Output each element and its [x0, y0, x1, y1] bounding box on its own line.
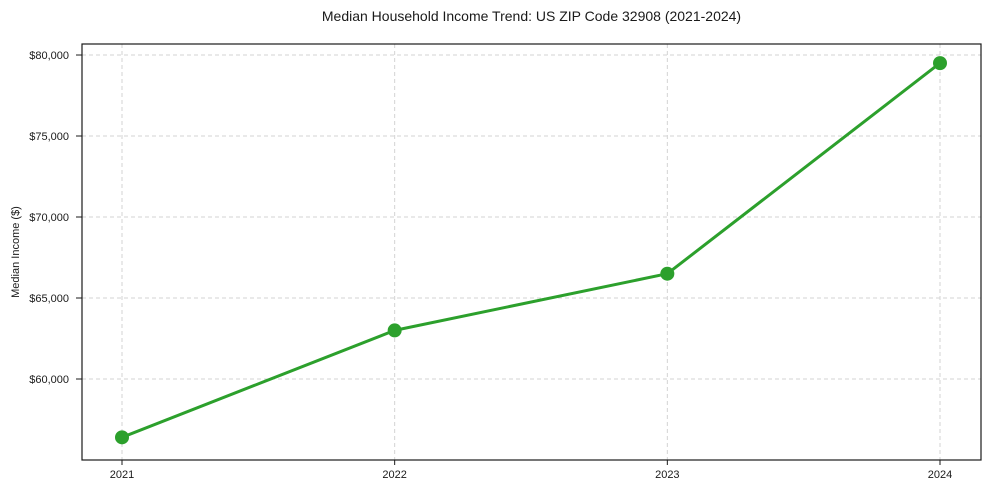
x-tick-label: 2024	[928, 469, 952, 481]
plot-border	[81, 43, 982, 461]
data-point-2021	[115, 430, 129, 445]
y-tick-label: $75,000	[29, 131, 69, 143]
data-point-2022	[387, 323, 402, 338]
trend-line	[120, 61, 942, 439]
y-tick-label: $70,000	[29, 212, 69, 224]
y-tick-label: $65,000	[29, 293, 69, 305]
y-tick-label: $80,000	[29, 50, 69, 62]
y-tick-label: $60,000	[29, 374, 69, 386]
x-tick-label: 2022	[382, 469, 406, 481]
x-tick-label: 2021	[110, 469, 134, 481]
chart-title: Median Household Income Trend: US ZIP Co…	[321, 8, 742, 24]
data-point-2023	[660, 266, 675, 281]
x-tick-label: 2023	[655, 469, 679, 481]
data-point-2024	[933, 56, 947, 71]
